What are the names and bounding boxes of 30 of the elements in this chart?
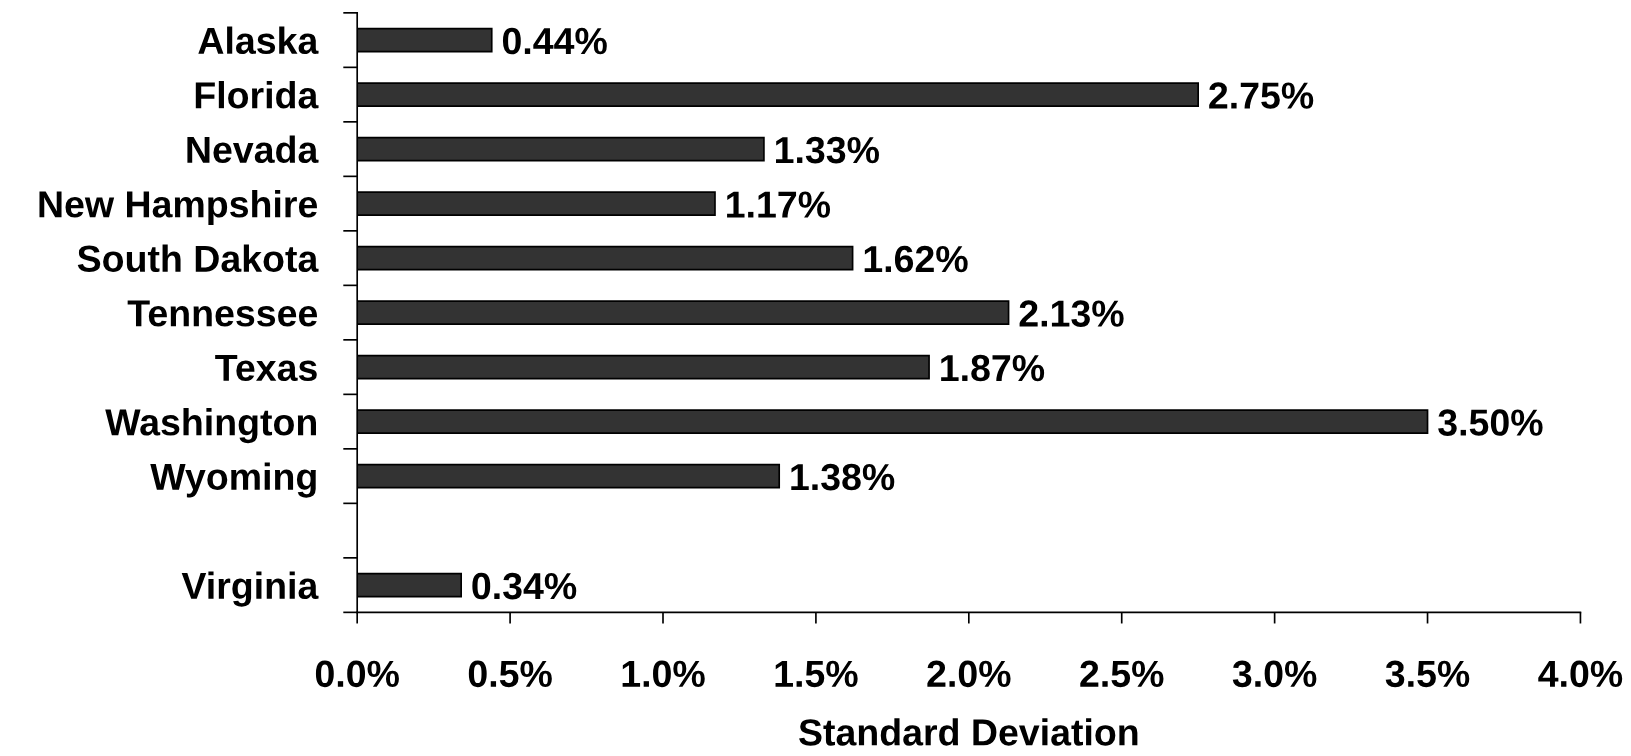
data-label: 1.87% xyxy=(941,354,1045,382)
y-tick-label: Virginia xyxy=(181,571,319,607)
data-label: 1.17% xyxy=(727,191,831,218)
x-tick-label: 3.0% xyxy=(1232,660,1317,688)
x-tick-label: 2.0% xyxy=(927,660,1011,688)
y-tick-label: Nevada xyxy=(187,135,319,164)
data-label: 1.62% xyxy=(864,245,968,273)
y-tick-label: Washington xyxy=(105,408,316,444)
x-tick-label: 4.0% xyxy=(1538,660,1623,688)
x-tick-label: 2.5% xyxy=(1080,660,1164,688)
x-tick-label: 3.5% xyxy=(1385,660,1470,688)
data-label: 0.34% xyxy=(472,572,577,600)
y-tick-label: Florida xyxy=(195,81,319,109)
x-tick-label: 0.0% xyxy=(315,660,399,688)
data-label: 3.50% xyxy=(1438,409,1543,436)
data-label: 1.33% xyxy=(776,136,879,164)
y-tick-label: Alaska xyxy=(198,26,319,55)
y-tick-label: Tennessee xyxy=(127,300,318,327)
data-label: 2.75% xyxy=(1209,82,1314,109)
x-tick-label: 1.5% xyxy=(775,660,858,688)
y-tick-label: South Dakota xyxy=(77,244,319,273)
data-label: 2.13% xyxy=(1019,300,1124,327)
x-axis-title: Standard Deviation xyxy=(799,718,1138,746)
x-tick-label: 1.0% xyxy=(622,660,705,688)
y-tick-label: Texas xyxy=(215,354,317,382)
data-label: 0.44% xyxy=(502,27,607,55)
y-tick-label: New Hampshire xyxy=(39,190,318,225)
x-tick-label: 0.5% xyxy=(468,660,552,688)
y-tick-label: Wyoming xyxy=(150,462,316,498)
data-label: 1.38% xyxy=(791,463,895,491)
